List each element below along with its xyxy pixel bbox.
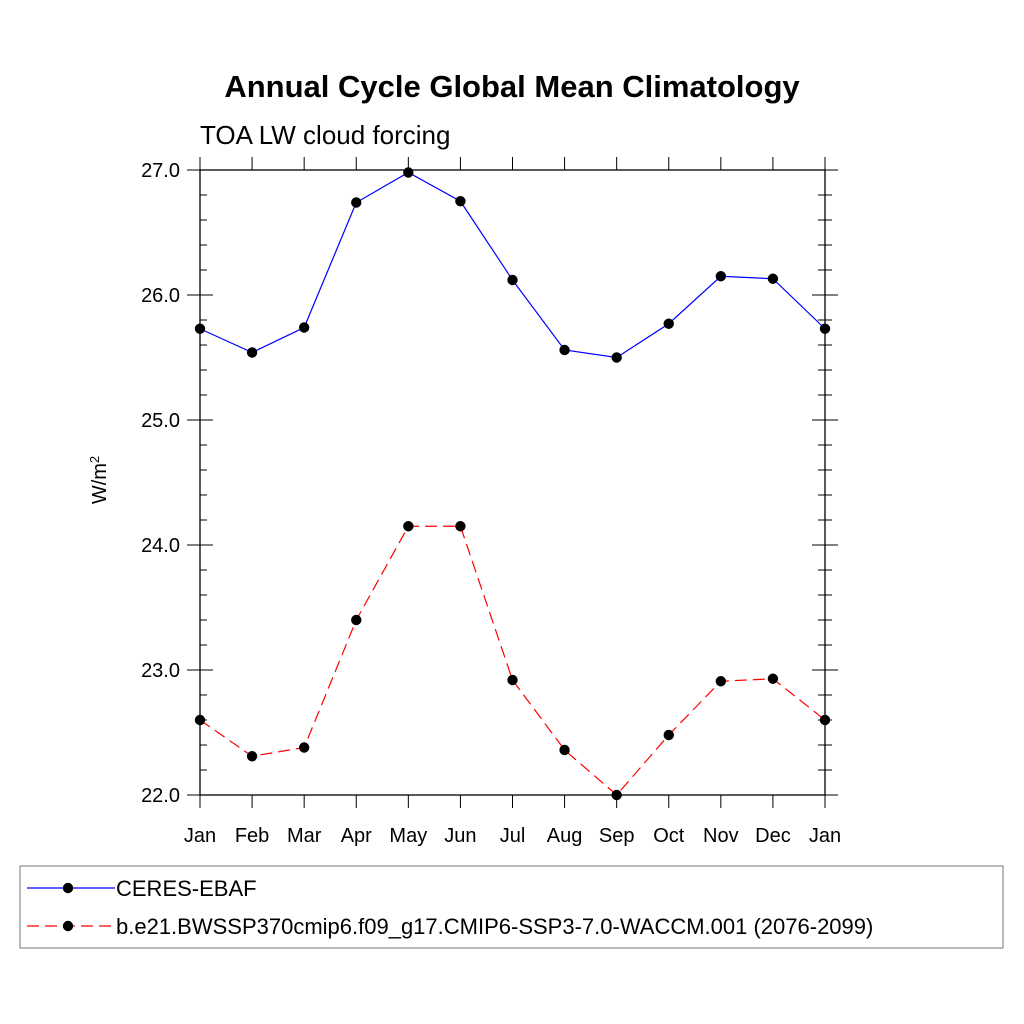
data-point	[246, 347, 258, 358]
x-tick-label: Jan	[809, 825, 841, 847]
data-point	[194, 323, 206, 334]
data-point	[819, 714, 831, 726]
data-point	[715, 676, 727, 687]
data-point	[455, 196, 466, 207]
data-point	[559, 344, 570, 356]
y-tick-label: 24.0	[141, 535, 180, 557]
data-point	[298, 322, 310, 333]
plot-frame	[199, 169, 826, 796]
x-tick-label: Apr	[341, 825, 372, 847]
data-point	[767, 673, 779, 684]
chart-title: Annual Cycle Global Mean Climatology	[224, 69, 800, 104]
y-tick-label: 26.0	[141, 285, 180, 307]
legend: CERES-EBAF b.e21.BWSSP370cmip6.f09_g17.CM…	[19, 865, 1004, 949]
data-point	[715, 271, 727, 282]
legend-entry-label: CERES-EBAF	[116, 876, 257, 901]
x-tick-label: Nov	[703, 825, 739, 847]
y-axis-label: W/m2	[87, 456, 111, 504]
plot-series	[194, 167, 831, 801]
y-tick-label: 27.0	[141, 160, 180, 182]
data-point	[663, 729, 674, 741]
x-tick-label: Jan	[184, 825, 216, 847]
data-point	[403, 167, 414, 178]
data-point	[246, 751, 258, 762]
data-point	[403, 521, 414, 532]
data-point	[351, 614, 362, 626]
x-tick-label: Sep	[599, 825, 635, 847]
data-point	[455, 521, 466, 532]
data-point	[767, 273, 779, 284]
legend-entry-label: b.e21.BWSSP370cmip6.f09_g17.CMIP6-SSP3-7…	[116, 914, 873, 939]
legend-swatch-marker	[62, 920, 74, 932]
data-point	[507, 674, 518, 686]
data-point	[611, 789, 622, 801]
legend-swatch-marker	[62, 882, 74, 894]
y-tick-label: 22.0	[141, 785, 180, 807]
x-tick-label: Mar	[287, 825, 322, 847]
y-tick-label: 25.0	[141, 410, 180, 432]
x-tick-label: Jul	[500, 825, 526, 847]
data-point	[351, 197, 362, 208]
data-point	[663, 318, 674, 329]
data-point	[559, 744, 570, 756]
data-point	[611, 352, 622, 363]
y-tick-label: 23.0	[141, 660, 180, 682]
x-tick-label: Dec	[755, 825, 791, 847]
chart-subtitle: TOA LW cloud forcing	[200, 120, 450, 150]
legend-box	[19, 865, 1004, 949]
x-tick-label: May	[389, 825, 427, 847]
data-point	[298, 742, 310, 753]
x-tick-label: Aug	[547, 825, 583, 847]
x-tick-label: Feb	[235, 825, 269, 847]
data-point	[194, 714, 206, 726]
y-axis-label-text: W/m	[89, 463, 111, 504]
x-tick-label: Jun	[444, 825, 476, 847]
y-axis-label-superscript: 2	[87, 456, 102, 463]
data-point	[507, 274, 518, 286]
data-point	[819, 323, 831, 334]
series-line-1	[199, 525, 826, 796]
axes: 22.0 23.0 24.0 25.0 26.0 27.0 Jan Feb Mar Apr May J…	[141, 157, 841, 847]
x-tick-label: Oct	[653, 825, 685, 847]
series-line-0	[199, 171, 826, 359]
